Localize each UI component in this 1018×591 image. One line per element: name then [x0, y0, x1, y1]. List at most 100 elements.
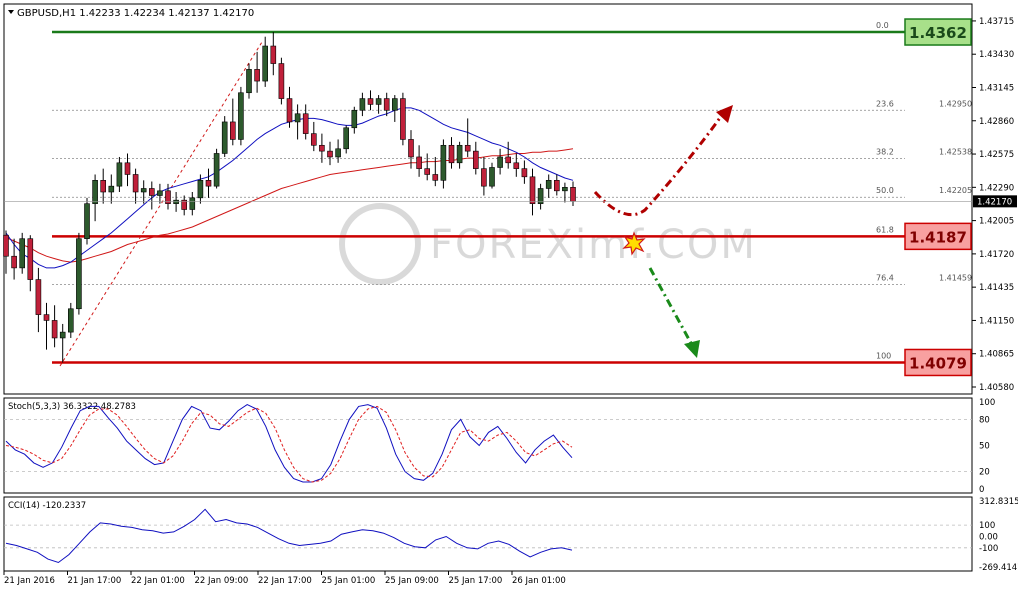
candle-body — [197, 180, 204, 199]
candle — [335, 139, 341, 163]
candle — [537, 183, 544, 210]
candle-body — [205, 180, 212, 187]
candle — [262, 36, 269, 87]
price-tick-label: 1.43430 — [979, 50, 1014, 60]
candle — [472, 141, 479, 175]
candle-body — [132, 174, 139, 193]
candle-body — [537, 188, 544, 204]
candle — [545, 174, 552, 198]
candle — [116, 156, 123, 192]
candle — [302, 104, 309, 140]
fib-price-label: 1.42950 — [939, 99, 972, 108]
candle — [343, 125, 350, 154]
candle-body — [76, 238, 82, 310]
price-tick-label: 1.41435 — [979, 283, 1014, 293]
candle-body — [440, 144, 447, 181]
candle-body — [553, 180, 560, 192]
cci-panel-frame — [3, 496, 973, 572]
title-dropdown-icon[interactable] — [8, 10, 14, 14]
candle-body — [432, 174, 439, 181]
candle-body — [456, 144, 463, 164]
breakout-burst-icon — [622, 231, 646, 256]
time-tick-label: 22 Jan 17:00 — [258, 576, 312, 586]
fib-ratio-label: 23.6 — [876, 99, 894, 108]
level-badges: 1.4362 1.4187 1.4079 — [904, 18, 972, 377]
cci-tick-label: 312.8315 — [979, 497, 1018, 507]
candle-body — [400, 98, 406, 140]
cci-title: CCI(14) -120.2337 — [8, 501, 86, 511]
candle-body — [157, 190, 163, 196]
level-badge-label: 1.4079 — [909, 354, 967, 372]
candle-body — [262, 45, 269, 82]
candle — [11, 238, 17, 280]
candle-body — [545, 180, 552, 189]
stoch-tick-label: 20 — [979, 468, 990, 478]
level-badge-label: 1.4362 — [909, 24, 967, 42]
candle-body — [84, 203, 90, 240]
time-tick-label: 25 Jan 09:00 — [385, 576, 439, 586]
candle — [529, 168, 536, 216]
candle-body — [92, 180, 98, 204]
price-tick-label: 1.42290 — [979, 183, 1014, 193]
candle-body — [108, 185, 115, 193]
chart-title: GBPUSD,H1 1.42233 1.42234 1.42137 1.4217… — [17, 8, 254, 19]
candle-body — [351, 109, 358, 129]
cci-tick-label: -269.4147 — [979, 563, 1018, 573]
candle-body — [391, 98, 398, 111]
candle-body — [173, 199, 179, 204]
candle — [270, 32, 277, 76]
candle — [84, 197, 90, 245]
fib-price-label: 1.42205 — [939, 186, 972, 195]
candle — [456, 141, 463, 169]
stoch-signal-line — [5, 405, 573, 483]
time-tick-label: 21 Jan 17:00 — [68, 576, 122, 586]
candle — [254, 51, 260, 93]
candle — [294, 104, 301, 140]
time-tick-label: 22 Jan 01:00 — [131, 576, 185, 586]
candle — [27, 235, 34, 292]
candle — [197, 174, 204, 204]
candle — [100, 168, 106, 204]
fib-ratio-label: 38.2 — [876, 147, 894, 156]
candle-body — [448, 144, 455, 164]
candle — [35, 267, 42, 333]
forecast-annotations — [593, 105, 733, 358]
time-tick-label: 26 Jan 01:00 — [512, 576, 566, 586]
candle — [367, 90, 374, 111]
candle-body — [27, 238, 34, 280]
candle — [400, 92, 406, 146]
watermark-text: FOREXimf.COM — [430, 222, 757, 268]
candle — [238, 86, 244, 146]
current-price-box — [973, 195, 1017, 208]
bearish-arrowhead-icon — [684, 340, 700, 358]
candle — [359, 92, 366, 117]
candle-body — [319, 144, 325, 152]
candle — [157, 183, 163, 204]
candle-body — [286, 98, 293, 123]
candle — [76, 232, 82, 315]
candle-body — [213, 153, 220, 187]
candle-body — [181, 199, 187, 210]
price-tick-label: 1.41150 — [979, 316, 1014, 326]
candle — [173, 191, 179, 212]
candle — [246, 63, 252, 99]
candle — [408, 130, 414, 169]
level-badge — [904, 222, 972, 251]
candle-body — [19, 238, 26, 269]
stoch-tick-label: 0 — [979, 485, 984, 495]
candle — [383, 92, 390, 117]
fibonacci-trendline — [59, 41, 263, 367]
price-tick-label: 1.42860 — [979, 117, 1014, 127]
stoch-title: Stoch(5,3,3) 36.3322 48.2783 — [8, 402, 136, 412]
candle-body — [529, 176, 536, 204]
candle — [505, 141, 512, 169]
cci-lines — [5, 508, 573, 564]
candle — [132, 168, 139, 204]
candle — [327, 141, 333, 166]
candle-body — [3, 234, 9, 257]
candle — [521, 160, 528, 184]
price-tick-label: 1.40580 — [979, 383, 1014, 393]
price-tick-label: 1.42005 — [979, 217, 1014, 227]
current-price-marker: 1.42170 — [4, 195, 1017, 208]
